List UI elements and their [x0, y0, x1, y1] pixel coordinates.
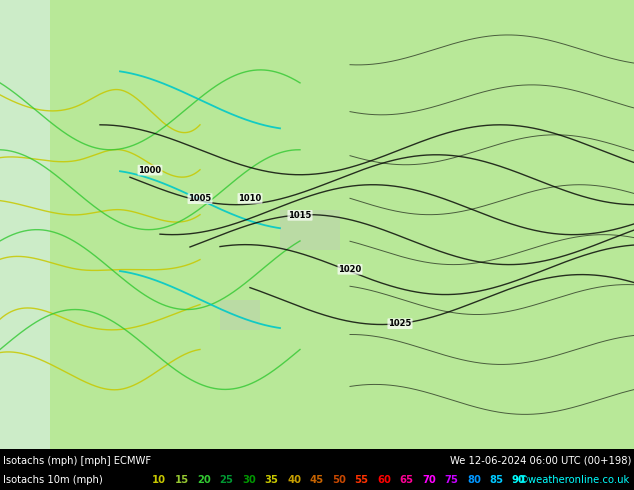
Text: 35: 35 — [264, 475, 278, 485]
Text: Isotachs (mph) [mph] ECMWF: Isotachs (mph) [mph] ECMWF — [3, 456, 151, 466]
Text: 75: 75 — [444, 475, 458, 485]
Text: 30: 30 — [242, 475, 256, 485]
Text: 55: 55 — [354, 475, 368, 485]
Text: 1025: 1025 — [388, 319, 411, 328]
Text: 1010: 1010 — [238, 194, 262, 203]
Text: We 12-06-2024 06:00 UTC (00+198): We 12-06-2024 06:00 UTC (00+198) — [450, 456, 631, 466]
Text: 10: 10 — [152, 475, 166, 485]
Text: 40: 40 — [287, 475, 301, 485]
Text: 60: 60 — [377, 475, 391, 485]
Bar — [0, 0, 50, 449]
Bar — [220, 299, 260, 329]
Text: 25: 25 — [219, 475, 233, 485]
Text: 90: 90 — [512, 475, 526, 485]
Text: 1005: 1005 — [188, 194, 212, 203]
Text: Isotachs 10m (mph): Isotachs 10m (mph) — [3, 475, 103, 485]
Text: 50: 50 — [332, 475, 346, 485]
Bar — [280, 210, 340, 249]
Text: 15: 15 — [174, 475, 189, 485]
Text: 1015: 1015 — [288, 211, 312, 220]
Text: 80: 80 — [467, 475, 481, 485]
Text: 65: 65 — [399, 475, 413, 485]
Text: 85: 85 — [489, 475, 503, 485]
Text: 70: 70 — [422, 475, 436, 485]
Text: ©weatheronline.co.uk: ©weatheronline.co.uk — [519, 475, 630, 485]
Text: 20: 20 — [197, 475, 210, 485]
Text: 1020: 1020 — [339, 265, 361, 274]
Text: 45: 45 — [309, 475, 323, 485]
Text: 1000: 1000 — [138, 166, 162, 174]
